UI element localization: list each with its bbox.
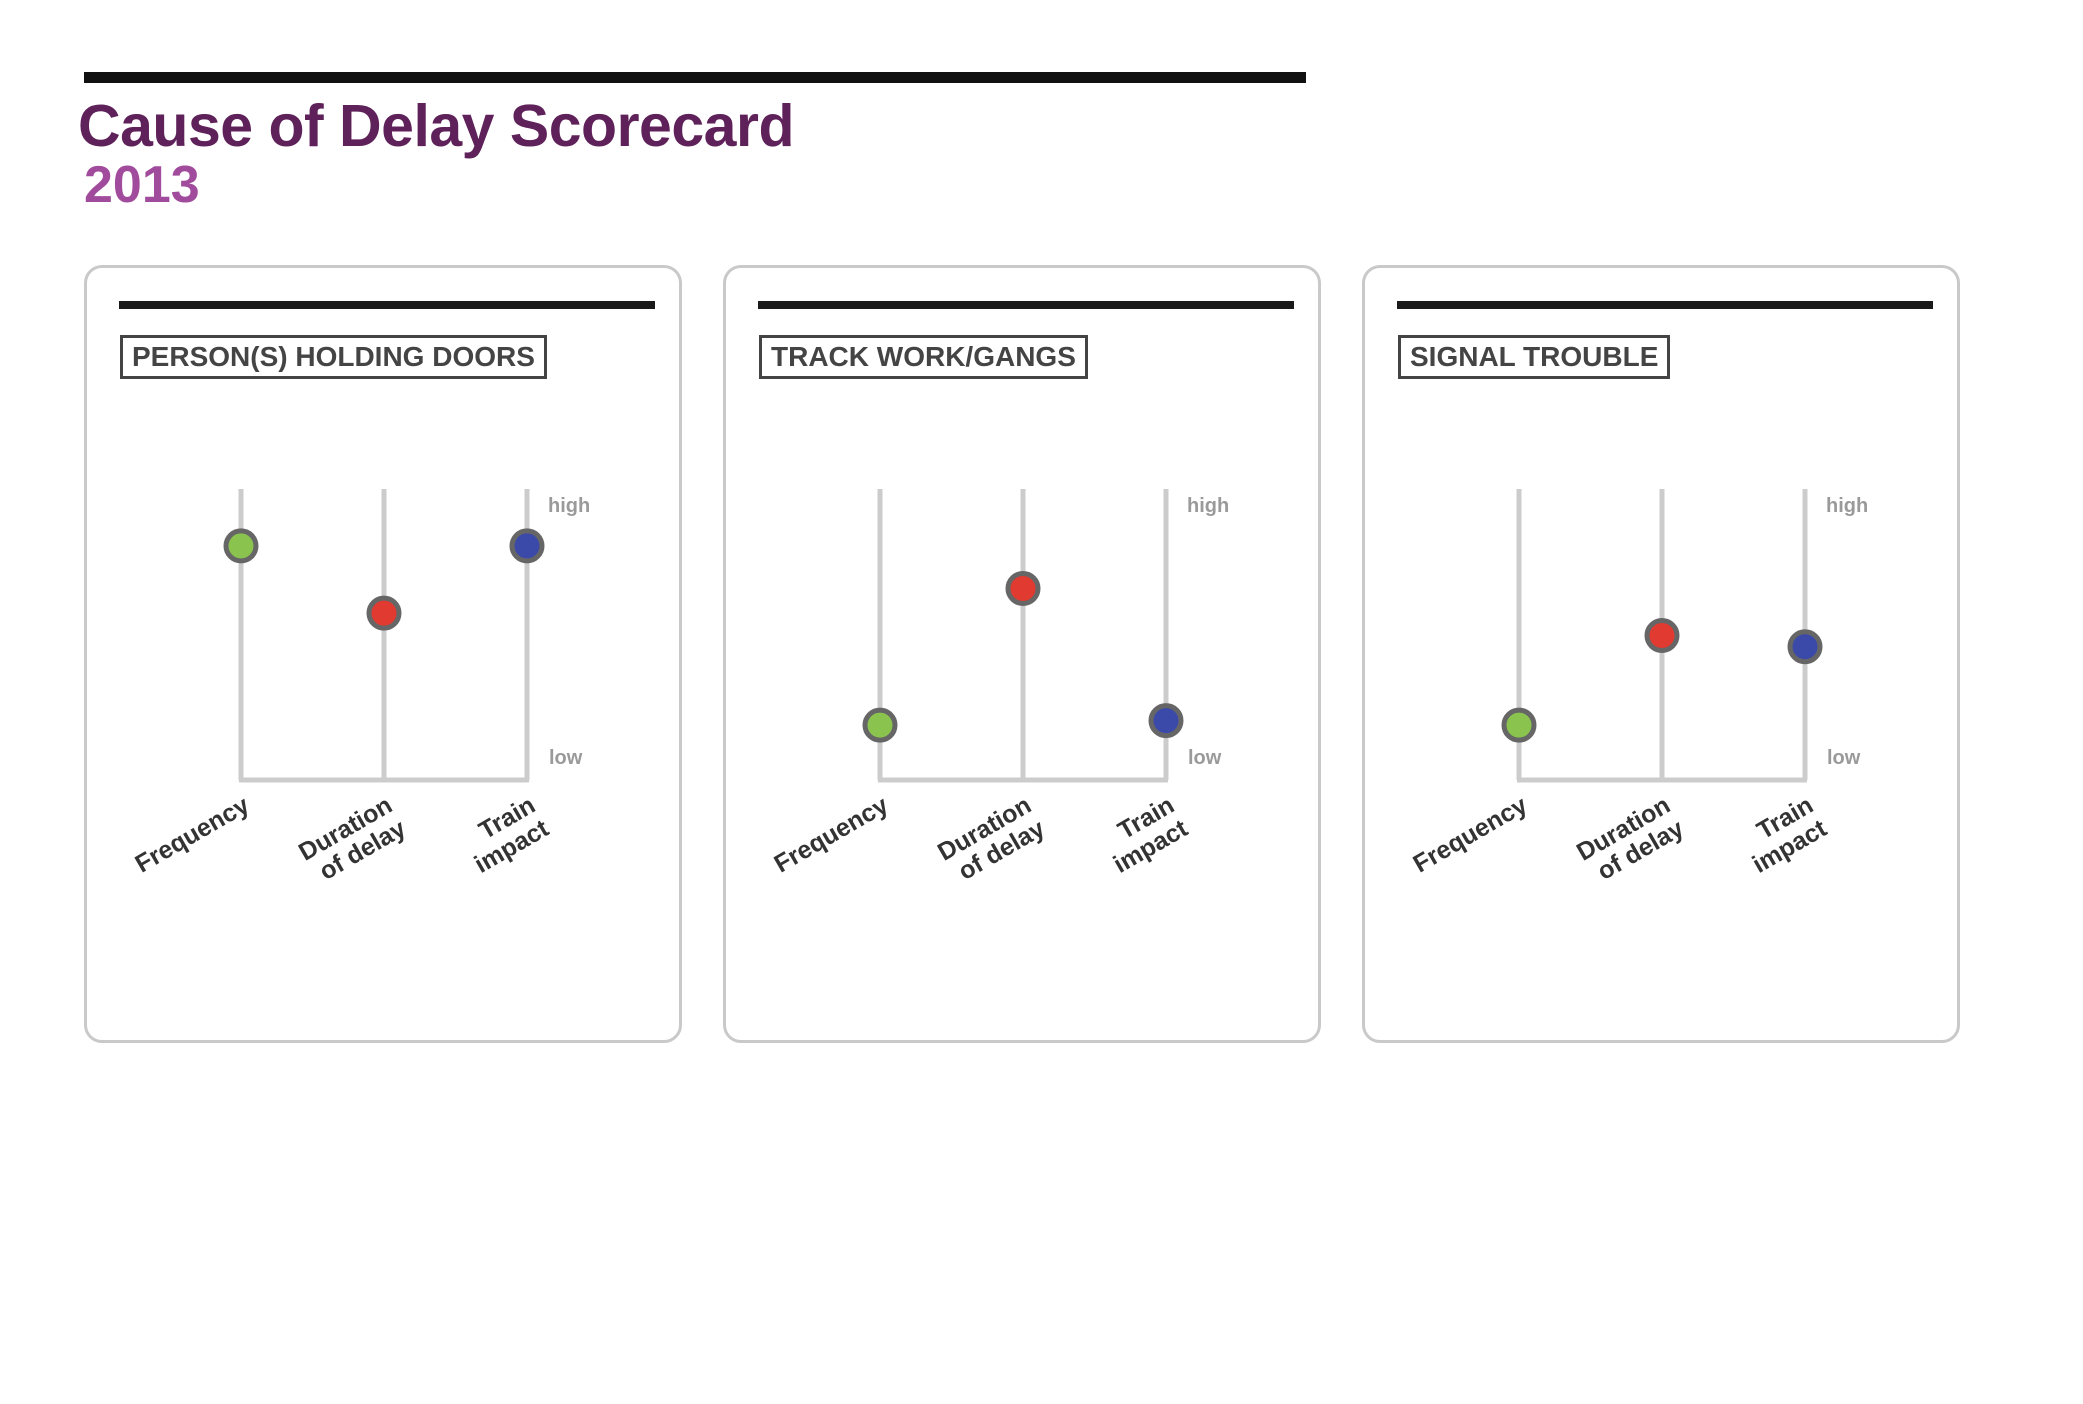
category-label-impact: Trainimpact	[1734, 791, 1832, 879]
card-rule	[1397, 301, 1933, 309]
data-point-impact	[509, 528, 545, 564]
category-label-text: Trainimpact	[1095, 791, 1193, 879]
category-label-text: Trainimpact	[1734, 791, 1832, 879]
card-rule	[758, 301, 1294, 309]
data-point-duration	[1005, 570, 1041, 606]
scorecard-chart-track-work: high low Frequency Durationof delay Trainimp…	[770, 489, 1229, 890]
data-point-duration	[1644, 618, 1680, 654]
scorecard-chart-signal: high low Frequency Durationof delay Trainimp…	[1409, 489, 1868, 890]
page-subtitle: 2013	[84, 156, 200, 214]
category-label-frequency: Frequency	[1409, 791, 1533, 879]
scorecard-card-track-work: TRACK WORK/GANGS high low Frequency Duratio…	[723, 265, 1321, 1043]
category-label-text: Frequency	[770, 791, 894, 879]
header-rule	[84, 72, 1306, 83]
data-point-impact	[1787, 629, 1823, 665]
category-label-text: Frequency	[1409, 791, 1533, 879]
scale-low-label: low	[549, 747, 583, 769]
category-label-text: Trainimpact	[456, 791, 554, 879]
data-point-frequency	[1501, 707, 1537, 743]
category-label-text: Durationof delay	[294, 791, 411, 890]
data-point-frequency	[862, 707, 898, 743]
data-point-frequency	[223, 528, 259, 564]
card-title: TRACK WORK/GANGS	[759, 335, 1088, 379]
category-label-duration: Durationof delay	[1572, 791, 1689, 890]
scorecard-chart-doors: high low Frequency Durationof delay Trainimp…	[131, 489, 590, 890]
scale-low-label: low	[1827, 747, 1861, 769]
data-point-duration	[366, 595, 402, 631]
card-title: PERSON(S) HOLDING DOORS	[120, 335, 547, 379]
category-label-line: Frequency	[131, 791, 255, 879]
category-label-frequency: Frequency	[131, 791, 255, 879]
scale-high-label: high	[1187, 495, 1229, 517]
scale-high-label: high	[1826, 495, 1868, 517]
category-label-line: Frequency	[770, 791, 894, 879]
scale-low-label: low	[1188, 747, 1222, 769]
scale-high-label: high	[548, 495, 590, 517]
category-label-impact: Trainimpact	[1095, 791, 1193, 879]
page-title: Cause of Delay Scorecard	[78, 93, 795, 159]
scorecard-card-signal: SIGNAL TROUBLE high low Frequency Durationo…	[1362, 265, 1960, 1043]
card-title: SIGNAL TROUBLE	[1398, 335, 1671, 379]
category-label-duration: Durationof delay	[294, 791, 411, 890]
data-point-impact	[1148, 703, 1184, 739]
category-label-text: Durationof delay	[933, 791, 1050, 890]
category-label-frequency: Frequency	[770, 791, 894, 879]
category-label-impact: Trainimpact	[456, 791, 554, 879]
category-label-text: Durationof delay	[1572, 791, 1689, 890]
scorecard-card-doors: PERSON(S) HOLDING DOORS high low Frequency…	[84, 265, 682, 1043]
category-label-duration: Durationof delay	[933, 791, 1050, 890]
category-label-line: Frequency	[1409, 791, 1533, 879]
card-rule	[119, 301, 655, 309]
category-label-text: Frequency	[131, 791, 255, 879]
